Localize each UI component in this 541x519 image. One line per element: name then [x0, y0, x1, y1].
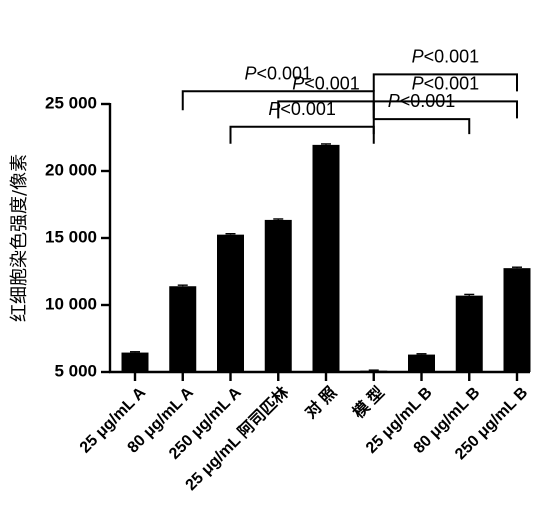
y-tick-label: 25 000 — [45, 93, 97, 112]
y-tick-label: 10 000 — [45, 294, 97, 313]
significance-bracket — [229, 125, 375, 144]
p-value-label: P<0.001 — [412, 46, 480, 66]
p-value-label: P<0.001 — [292, 73, 360, 93]
significance-bracket — [372, 118, 471, 135]
p-value-label: P<0.001 — [412, 73, 480, 93]
bar — [312, 144, 340, 372]
bars — [121, 143, 531, 373]
bar — [264, 219, 292, 372]
y-tick-label: 20 000 — [45, 160, 97, 179]
bar — [121, 352, 149, 372]
bar — [408, 354, 435, 372]
bar — [503, 268, 531, 372]
bar — [169, 286, 197, 372]
significance-brackets: P<0.001 P<0.001P<0.001P<0.001P<0.001P<0.0… — [181, 46, 518, 144]
y-tick-label: 15 000 — [45, 227, 97, 246]
x-tick-label: 模 型 — [349, 383, 388, 422]
p-value-label: P<0.001 — [268, 99, 336, 119]
y-axis-label: 红细胞染色强度/像素 — [9, 154, 30, 322]
bar — [217, 234, 244, 372]
p-value-label: P<0.001 — [244, 63, 312, 83]
bar — [455, 295, 483, 372]
x-tick-label: 对 照 — [301, 383, 340, 422]
significance-bracket — [372, 73, 518, 92]
y-axis: 5 000 10 000 15 000 20 000 25 000 — [45, 93, 112, 380]
p-value-label: P<0.001 — [388, 91, 456, 111]
significance-bracket — [181, 90, 375, 111]
y-tick-label: 5 000 — [54, 361, 97, 380]
